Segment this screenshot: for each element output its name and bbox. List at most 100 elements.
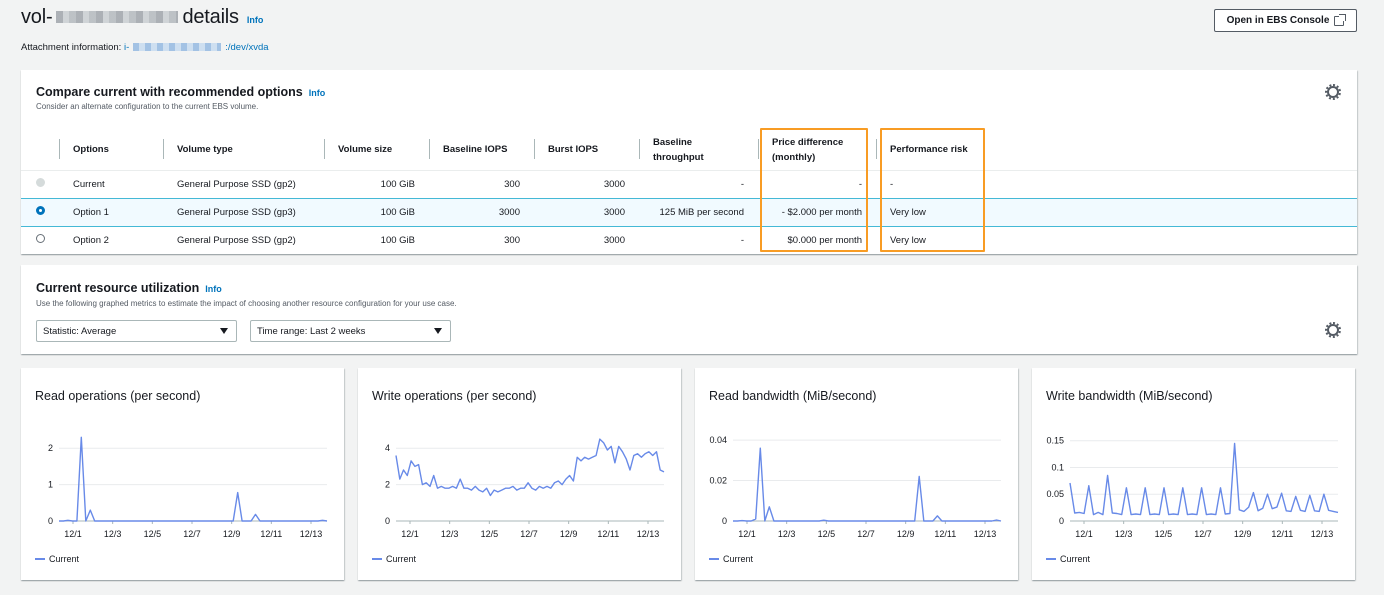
compare-title-text: Compare current with recommended options	[36, 85, 303, 99]
column-separator	[639, 139, 640, 159]
col-burst-iops[interactable]: Burst IOPS	[534, 130, 639, 170]
statistic-select-value: Statistic: Average	[43, 325, 117, 337]
x-tick-label: 12/1	[1075, 529, 1093, 539]
col-performance-risk[interactable]: Performance risk	[876, 130, 1357, 170]
col-select	[21, 130, 59, 170]
col-options-label: Options	[73, 144, 109, 156]
chart-legend[interactable]: Current	[1046, 554, 1090, 564]
time-range-select[interactable]: Time range: Last 2 weeks	[250, 320, 451, 342]
compare-table: Options Volume type Volume size Baseline…	[21, 130, 1357, 254]
caret-down-icon	[434, 328, 442, 334]
row-radio-option-1[interactable]	[35, 206, 45, 215]
legend-swatch	[35, 558, 45, 560]
chart-title: Write operations (per second)	[372, 389, 537, 403]
open-ebs-console-button[interactable]: Open in EBS Console	[1214, 9, 1357, 32]
cell-volume-size: 100 GiB	[324, 169, 429, 198]
cell-baseline-throughput: 125 MiB per second	[639, 197, 758, 227]
col-price-difference[interactable]: Price difference (monthly)	[758, 130, 876, 170]
table-row-option-2[interactable]: Option 2 General Purpose SSD (gp2) 100 G…	[21, 225, 1357, 254]
cell-baseline-iops: 300	[429, 169, 534, 198]
legend-label: Current	[1060, 554, 1091, 564]
x-tick-label: 12/11	[597, 529, 619, 539]
cell-performance-risk: -	[876, 169, 1357, 198]
x-tick-label: 12/7	[857, 529, 875, 539]
metric-card-write-bandwidth: Write bandwidth (MiB/second) 0 0.05 0.1 0.1…	[1032, 368, 1355, 580]
chart-title: Write bandwidth (MiB/second)	[1046, 389, 1213, 403]
y-tick-label: 1	[48, 480, 53, 490]
chart-title: Read operations (per second)	[35, 389, 201, 403]
metric-card-read-ops: Read operations (per second) 0 1 2 12/1 12/3…	[21, 368, 344, 580]
x-tick-label: 12/7	[1194, 529, 1212, 539]
col-volume-size[interactable]: Volume size	[324, 130, 429, 170]
column-separator	[163, 139, 164, 159]
compare-settings-gear-icon[interactable]	[1325, 84, 1341, 100]
page-title: vol- details Info	[21, 6, 263, 29]
x-tick-label: 12/13	[300, 529, 323, 539]
y-tick-label: 0.1	[1051, 462, 1064, 472]
table-row-current[interactable]: Current General Purpose SSD (gp2) 100 Gi…	[21, 169, 1357, 198]
col-baseline-iops-label: Baseline IOPS	[443, 144, 508, 156]
column-separator	[758, 139, 759, 159]
statistic-select[interactable]: Statistic: Average	[36, 320, 237, 342]
col-options[interactable]: Options	[59, 130, 163, 170]
utilization-description: Use the following graphed metrics to est…	[36, 299, 457, 308]
attachment-link-prefix: i-	[123, 42, 130, 53]
cell-baseline-iops: 300	[429, 225, 534, 254]
open-ebs-console-label: Open in EBS Console	[1226, 15, 1330, 26]
compare-info-link[interactable]: Info	[308, 88, 326, 98]
legend-label: Current	[386, 554, 417, 564]
x-tick-label: 12/7	[183, 529, 201, 539]
legend-swatch	[709, 558, 719, 560]
cell-baseline-throughput: -	[639, 225, 758, 254]
chart-legend[interactable]: Current	[709, 554, 753, 564]
x-tick-label: 12/11	[1271, 529, 1293, 539]
legend-swatch	[372, 558, 382, 560]
external-link-icon	[1334, 13, 1347, 26]
row-radio-option-2[interactable]	[35, 234, 45, 244]
legend-label: Current	[723, 554, 754, 564]
y-tick-label: 0.05	[1046, 489, 1064, 499]
cell-volume-type: General Purpose SSD (gp3)	[163, 197, 324, 227]
cell-performance-risk: Very low	[876, 225, 1357, 254]
column-separator	[429, 139, 430, 159]
table-header-row: Options Volume type Volume size Baseline…	[21, 130, 1357, 170]
cell-burst-iops: 3000	[534, 197, 639, 227]
x-tick-label: 12/5	[481, 529, 499, 539]
x-tick-label: 12/9	[1234, 529, 1252, 539]
chart-legend[interactable]: Current	[35, 554, 79, 564]
cell-volume-type: General Purpose SSD (gp2)	[163, 225, 324, 254]
x-tick-label: 12/13	[974, 529, 997, 539]
series-line-current	[59, 436, 328, 522]
cell-price-difference: - $2.000 per month	[758, 197, 876, 227]
utilization-info-link[interactable]: Info	[205, 284, 222, 294]
col-volume-type-label: Volume type	[177, 144, 233, 156]
x-tick-label: 12/3	[104, 529, 122, 539]
col-baseline-throughput[interactable]: Baseline throughput	[639, 130, 758, 170]
y-tick-label: 0	[48, 516, 53, 526]
chart-legend[interactable]: Current	[372, 554, 416, 564]
col-baseline-iops[interactable]: Baseline IOPS	[429, 130, 534, 170]
attachment-label: Attachment information:	[21, 42, 122, 53]
cell-option: Current	[59, 169, 163, 198]
attachment-link[interactable]: i-:/dev/xvda	[124, 42, 269, 53]
cell-volume-size: 100 GiB	[324, 225, 429, 254]
cell-baseline-iops: 3000	[429, 197, 534, 227]
x-tick-label: 12/9	[223, 529, 241, 539]
column-separator	[876, 139, 877, 159]
read-ops-chart: 0 1 2 12/1 12/3 12/5 12/7 12/9 12/11 12/13	[48, 436, 328, 539]
y-tick-label: 0.02	[709, 476, 727, 486]
column-separator	[59, 139, 60, 159]
x-tick-label: 12/9	[897, 529, 915, 539]
y-tick-label: 2	[385, 480, 390, 490]
read-bandwidth-chart: 0 0.02 0.04 12/1 12/3 12/5 12/7 12/9 12/11 12/13	[709, 435, 1002, 539]
row-select-cell	[21, 169, 59, 198]
table-row-option-1[interactable]: Option 1 General Purpose SSD (gp3) 100 G…	[21, 197, 1357, 227]
compare-title: Compare current with recommended options…	[36, 85, 325, 99]
col-volume-type[interactable]: Volume type	[163, 130, 324, 170]
y-tick-label: 0	[385, 516, 390, 526]
utilization-settings-gear-icon[interactable]	[1325, 322, 1341, 338]
cell-burst-iops: 3000	[534, 225, 639, 254]
col-performance-risk-label: Performance risk	[890, 144, 968, 156]
title-info-link[interactable]: Info	[246, 15, 264, 25]
y-tick-label: 4	[385, 443, 390, 453]
